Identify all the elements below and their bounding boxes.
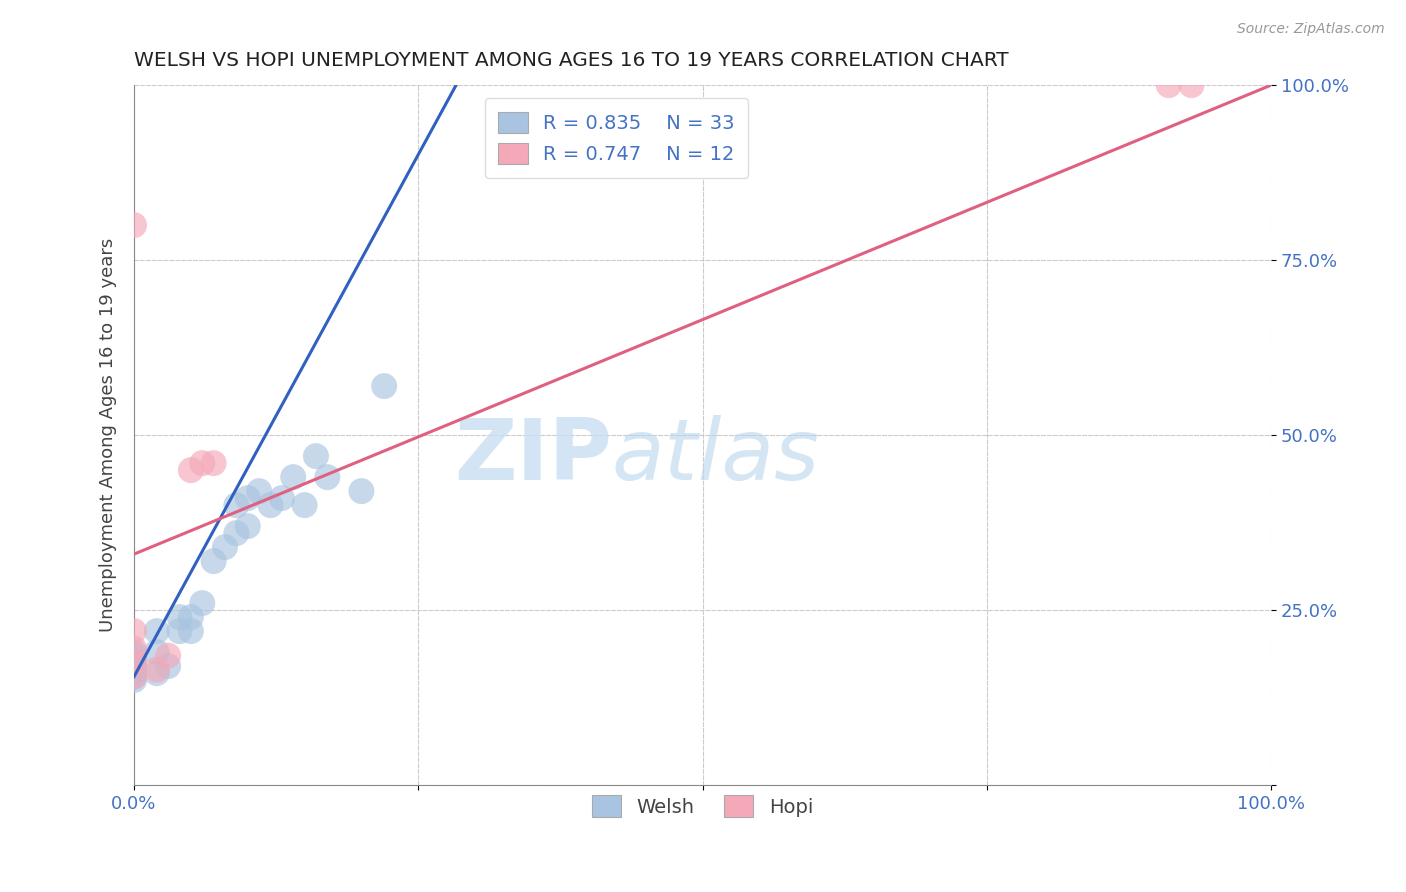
Point	[270, 491, 292, 505]
Point	[202, 456, 225, 470]
Text: WELSH VS HOPI UNEMPLOYMENT AMONG AGES 16 TO 19 YEARS CORRELATION CHART: WELSH VS HOPI UNEMPLOYMENT AMONG AGES 16…	[134, 51, 1008, 70]
Point	[259, 498, 281, 512]
Point	[122, 656, 145, 670]
Point	[157, 659, 180, 673]
Point	[202, 554, 225, 568]
Point	[350, 484, 373, 499]
Point	[1157, 78, 1180, 92]
Point	[122, 656, 145, 670]
Point	[122, 641, 145, 656]
Point	[236, 519, 259, 533]
Point	[214, 540, 236, 554]
Legend: Welsh, Hopi: Welsh, Hopi	[585, 788, 821, 824]
Point	[145, 663, 167, 677]
Point	[122, 648, 145, 663]
Point	[122, 652, 145, 666]
Point	[145, 666, 167, 681]
Point	[180, 463, 202, 477]
Point	[169, 624, 191, 639]
Text: ZIP: ZIP	[454, 415, 612, 498]
Point	[1180, 78, 1202, 92]
Point	[122, 218, 145, 232]
Point	[122, 645, 145, 659]
Point	[122, 666, 145, 681]
Point	[191, 596, 214, 610]
Point	[145, 624, 167, 639]
Point	[169, 610, 191, 624]
Point	[283, 470, 305, 484]
Point	[180, 610, 202, 624]
Point	[180, 624, 202, 639]
Point	[191, 456, 214, 470]
Point	[122, 659, 145, 673]
Point	[305, 449, 328, 463]
Point	[236, 491, 259, 505]
Point	[225, 526, 247, 541]
Text: Source: ZipAtlas.com: Source: ZipAtlas.com	[1237, 22, 1385, 37]
Point	[122, 670, 145, 684]
Point	[122, 624, 145, 639]
Y-axis label: Unemployment Among Ages 16 to 19 years: Unemployment Among Ages 16 to 19 years	[100, 238, 117, 632]
Point	[225, 498, 247, 512]
Point	[122, 673, 145, 687]
Point	[294, 498, 316, 512]
Point	[247, 484, 270, 499]
Point	[157, 648, 180, 663]
Text: atlas: atlas	[612, 415, 820, 498]
Point	[145, 645, 167, 659]
Point	[373, 379, 395, 393]
Point	[316, 470, 339, 484]
Point	[122, 670, 145, 684]
Point	[122, 663, 145, 677]
